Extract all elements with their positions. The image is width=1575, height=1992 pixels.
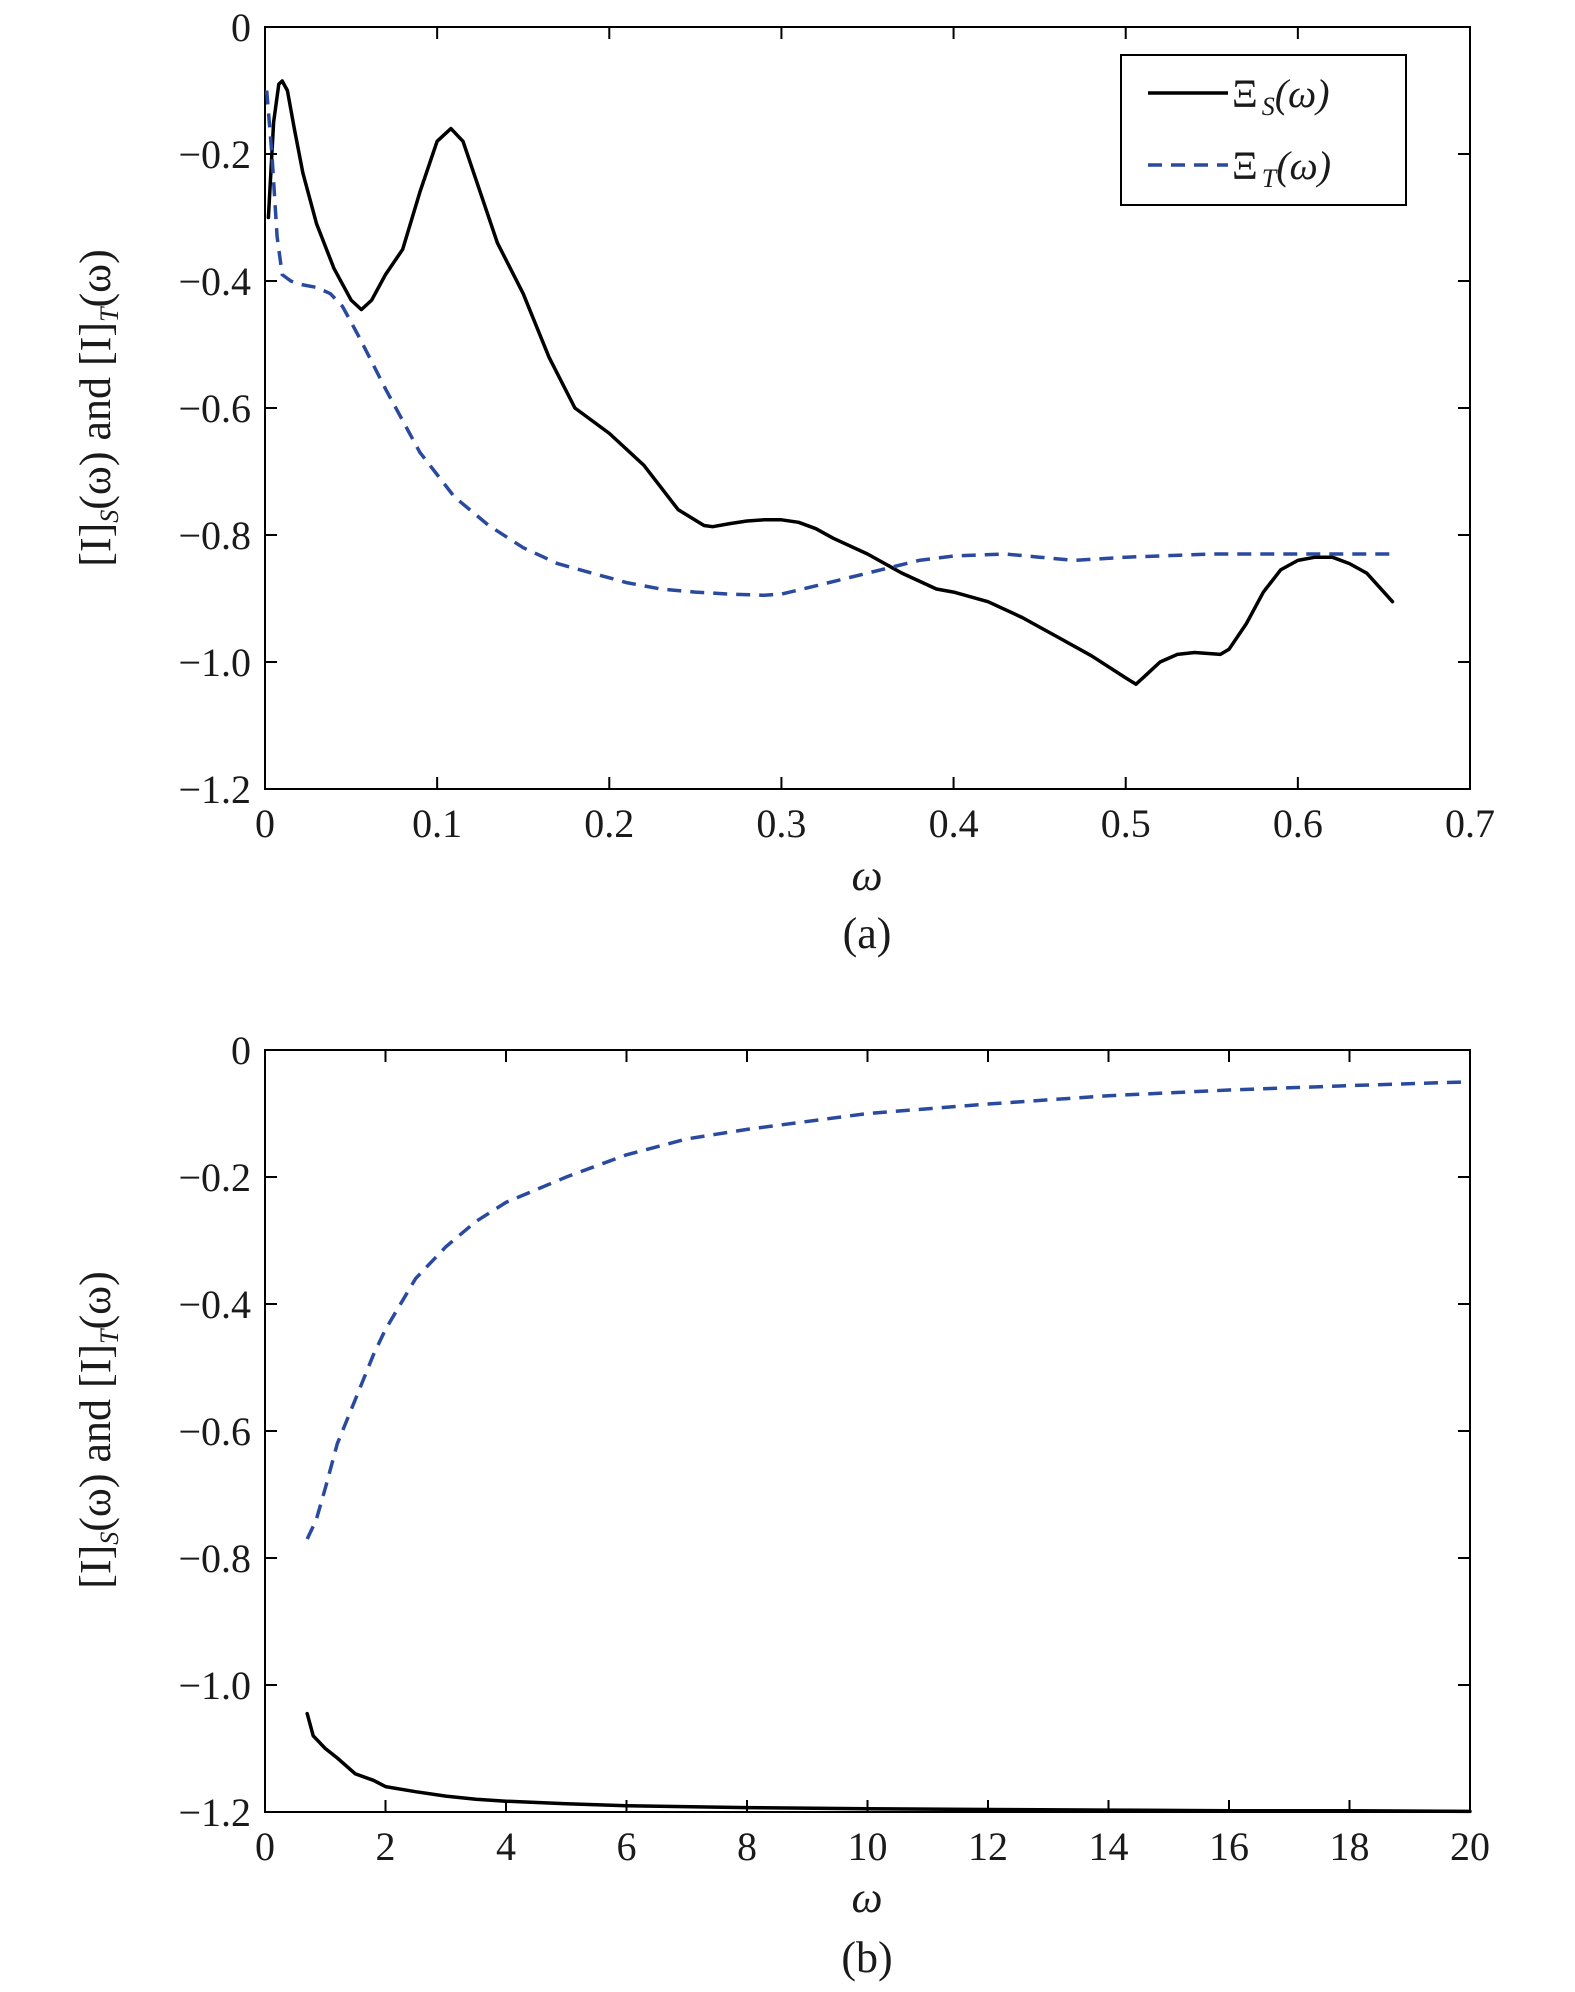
- x-tick-label: 0.1: [412, 801, 462, 846]
- x-tick-label: 4: [496, 1824, 516, 1869]
- x-tick-label: 0.5: [1101, 801, 1151, 846]
- x-axis-label-b: ω: [851, 1873, 882, 1922]
- legend-label-s: Ξ S(ω): [1232, 71, 1330, 121]
- series-line-s: [305, 1711, 1472, 1814]
- y-axis-label-a: [I]S(ω) and [I]T(ω): [71, 249, 124, 566]
- x-tick-label: 16: [1209, 1824, 1249, 1869]
- panel-caption-a: (a): [843, 909, 892, 958]
- y-tick-label: −1.0: [178, 640, 251, 685]
- y-ticks-b: 0 −0.2 −0.4 −0.6 −0.8 −1.0 −1.2: [178, 1028, 1470, 1835]
- x-tick-label: 14: [1089, 1824, 1129, 1869]
- x-tick-label: 8: [737, 1824, 757, 1869]
- y-tick-label: −1.0: [178, 1663, 251, 1708]
- y-tick-label: −0.6: [178, 386, 251, 431]
- legend-label-t: Ξ T(ω): [1232, 143, 1331, 193]
- x-tick-label: 0.7: [1445, 801, 1495, 846]
- y-tick-label: −0.2: [178, 132, 251, 177]
- panel-a: 0 0.1 0.2 0.3 0.4 0.5 0.6 0.7 0 −0.2 −0.4 −0.6 −0.8…: [71, 5, 1495, 958]
- y-tick-label: −0.4: [178, 1282, 251, 1327]
- x-tick-label: 0: [255, 1824, 275, 1869]
- x-tick-label: 2: [376, 1824, 396, 1869]
- x-tick-label: 20: [1450, 1824, 1490, 1869]
- series-line-s: [266, 79, 1395, 686]
- x-tick-label: 0.2: [584, 801, 634, 846]
- panel-b: 0 2 4 6 8 10 12 14 16 18 20 0 −0.2 −0.4 −0.6 −0.8 −1.0 −…: [71, 1028, 1490, 1982]
- y-ticks-a: 0 −0.2 −0.4 −0.6 −0.8 −1.0 −1.2: [178, 5, 1470, 812]
- y-tick-label: −0.8: [178, 1536, 251, 1581]
- y-tick-label: −0.6: [178, 1409, 251, 1454]
- x-tick-label: 10: [848, 1824, 888, 1869]
- series-line-t: [305, 1080, 1471, 1540]
- series-group-b: [305, 1080, 1472, 1814]
- series-group-a: [264, 79, 1395, 686]
- y-tick-label: −0.2: [178, 1155, 251, 1200]
- x-tick-label: 12: [968, 1824, 1008, 1869]
- legend-box: [1120, 54, 1407, 206]
- y-axis-label-b: [I]S(ω) and [I]T(ω): [71, 1271, 124, 1588]
- y-tick-label: −0.8: [178, 513, 251, 558]
- y-tick-label: −1.2: [178, 1790, 251, 1835]
- legend: Ξ S(ω) Ξ T(ω): [1120, 54, 1407, 206]
- x-axis-label-a: ω: [851, 851, 882, 900]
- x-ticks-b: 0 2 4 6 8 10 12 14 16 18 20: [255, 1050, 1490, 1869]
- y-tick-label: −1.2: [178, 767, 251, 812]
- y-tick-label: −0.4: [178, 259, 251, 304]
- y-tick-label: 0: [231, 1028, 251, 1073]
- panel-caption-b: (b): [841, 1933, 892, 1982]
- x-tick-label: 0.6: [1273, 801, 1323, 846]
- y-tick-label: 0: [231, 5, 251, 50]
- x-tick-label: 18: [1330, 1824, 1370, 1869]
- x-tick-label: 0.3: [756, 801, 806, 846]
- plot-frame-b: [264, 1049, 1471, 1813]
- series-line-t: [264, 90, 1393, 598]
- x-ticks-a: 0 0.1 0.2 0.3 0.4 0.5 0.6 0.7: [255, 27, 1495, 846]
- x-tick-label: 0.4: [929, 801, 979, 846]
- x-tick-label: 0: [255, 801, 275, 846]
- x-tick-label: 6: [617, 1824, 637, 1869]
